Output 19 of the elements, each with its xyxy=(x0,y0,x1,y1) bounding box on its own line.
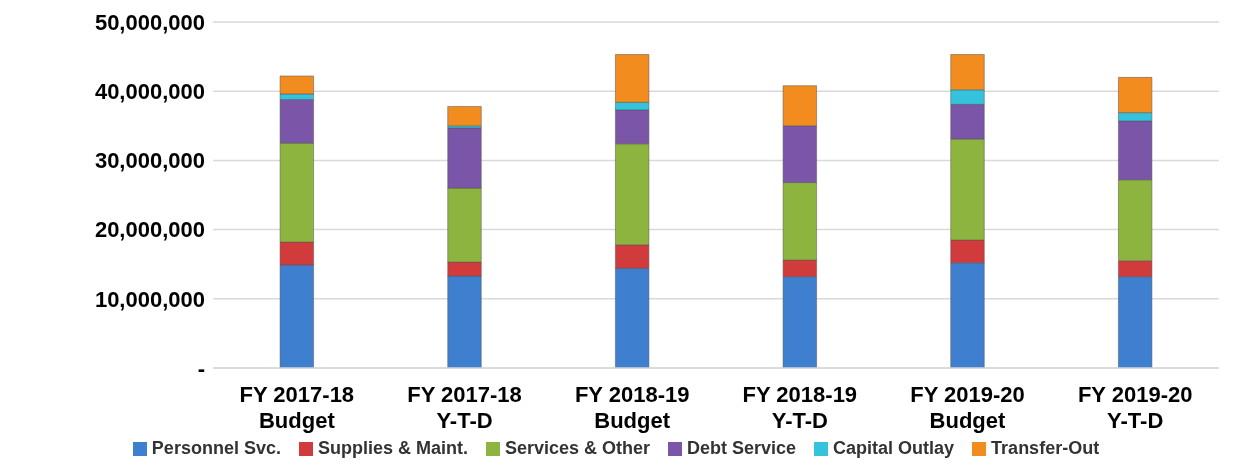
y-tick-label: 20,000,000 xyxy=(94,217,205,243)
bar xyxy=(447,106,482,127)
x-tick-label: FY 2017-18 Budget xyxy=(239,382,355,433)
legend-label: Services & Other xyxy=(503,438,651,459)
y-tick-label: 10,000,000 xyxy=(94,286,205,312)
legend-label: Debt Service xyxy=(686,438,797,459)
x-tick-label: FY 2018-19 Budget xyxy=(574,382,690,433)
x-tick-label: FY 2019-20 Budget xyxy=(910,382,1025,433)
x-tick-label: FY 2017-18 Y-T-D xyxy=(407,382,522,433)
y-tick-label: 40,000,000 xyxy=(94,79,205,105)
legend-label: Transfer-Out xyxy=(990,438,1100,459)
x-tick-label: FY 2019-20 Y-T-D xyxy=(1077,382,1193,433)
y-tick-label: - xyxy=(197,355,205,381)
y-tick-label: 50,000,000 xyxy=(94,9,205,35)
x-tick-label: FY 2018-19 Y-T-D xyxy=(742,382,858,433)
legend-label: Supplies & Maint. xyxy=(316,438,468,459)
legend-label: Personnel Svc. xyxy=(150,438,281,459)
y-tick-label: 30,000,000 xyxy=(94,148,205,174)
legend-label: Capital Outlay xyxy=(832,438,955,459)
